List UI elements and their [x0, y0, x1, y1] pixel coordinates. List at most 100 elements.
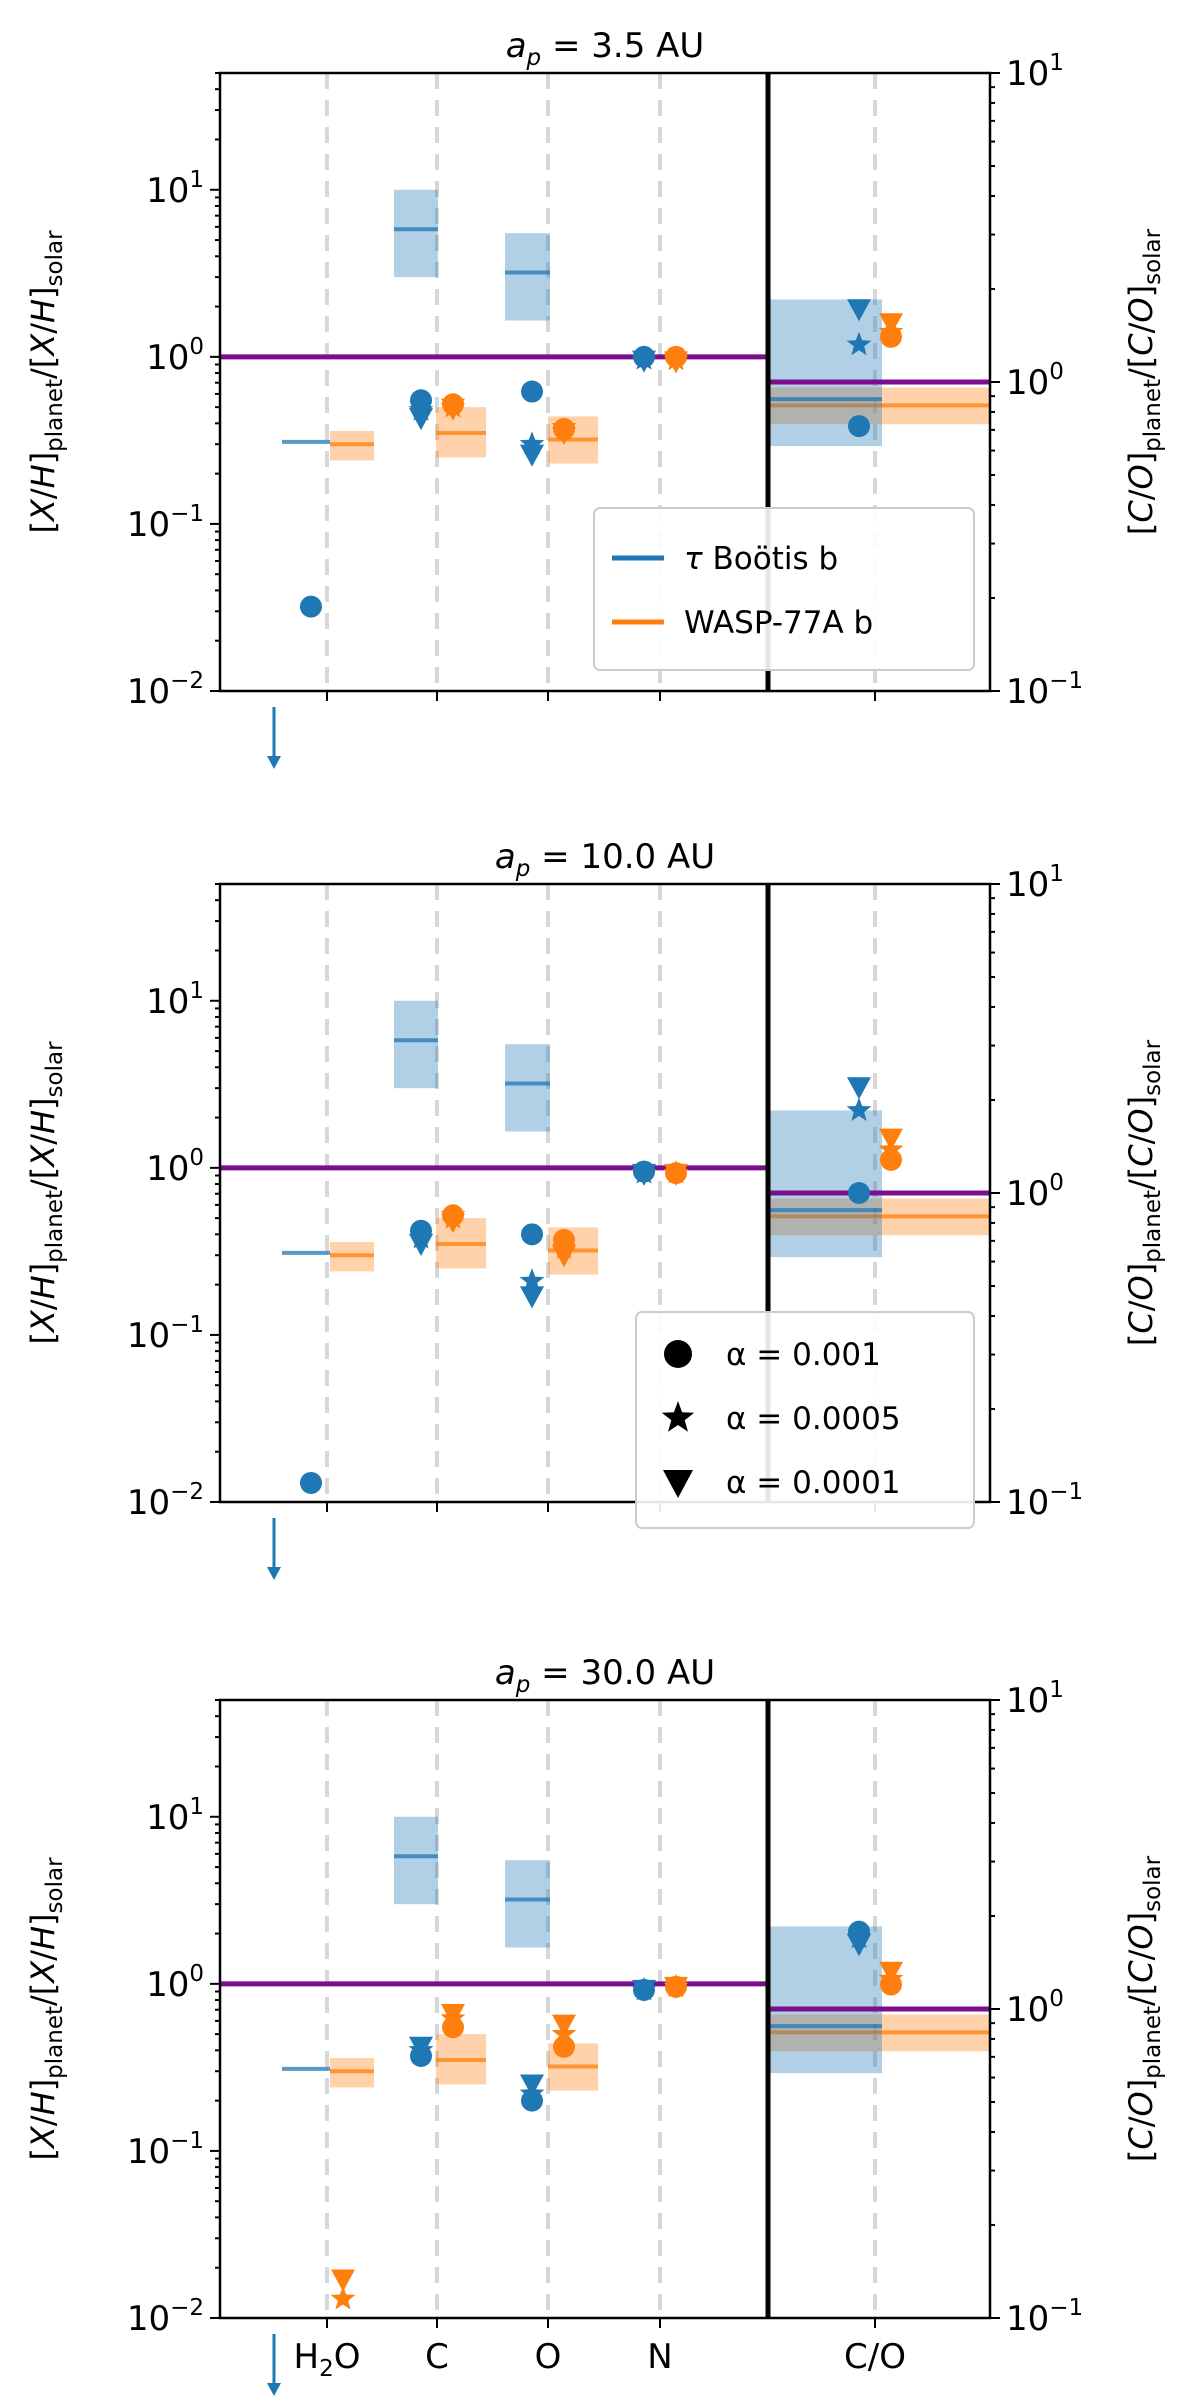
- tau-boo-co-obs-band: [768, 1926, 882, 2074]
- tau-boo-star-co-marker: [846, 1097, 872, 1121]
- left-axis-label: [X/H]planet/[X/H]solar: [24, 230, 68, 534]
- tau-boo-star-o-marker: [519, 1268, 545, 1292]
- left-tick-label: 10−2: [127, 2295, 204, 2339]
- right-tick-label: 10−1: [1006, 1479, 1083, 1523]
- wasp77-circle-co-marker: [880, 325, 902, 348]
- tau-boo-o-obs-band: [505, 233, 550, 321]
- panel-1: ap = 3.5 AU 10−2 10−1 100 101 10−1 100 101 [X/H]…: [24, 26, 1166, 769]
- tau-boo-circle-co-marker: [848, 1920, 870, 1943]
- legend-alpha: α = 0.001 α = 0.0005 α = 0.0001: [635, 1311, 975, 1529]
- wasp77-circle-c-marker: [442, 1204, 464, 1227]
- tau-boo-c-obs-band: [394, 1000, 438, 1089]
- wasp77-triangle-o-marker: [552, 1245, 576, 1268]
- legend-circle-marker: [664, 1340, 692, 1368]
- left-tick-label: 10−1: [127, 1312, 204, 1356]
- wasp77-circle-o-marker: [553, 2035, 575, 2058]
- tau-boo-circle-o-marker: [521, 2089, 543, 2112]
- wasp77-circle-c-marker: [442, 2016, 464, 2039]
- left-tick-label: 100: [146, 1961, 204, 2005]
- panel-2: ap = 10.0 AU 10−2 10−1 100 101 10−1 100 101 [X/H…: [24, 837, 1166, 1580]
- tau-boo-star-o-marker: [519, 431, 545, 455]
- legend-label: τ Boötis b: [684, 541, 838, 577]
- right-tick-label: 10−1: [1006, 2295, 1083, 2339]
- tau-boo-triangle-o-marker: [520, 1286, 544, 1309]
- wasp77-circle-co-marker: [880, 1148, 902, 1171]
- xtick-label-co: C/O: [844, 2337, 906, 2377]
- tau-boo-circle-h2o-marker: [300, 1471, 322, 1494]
- legend-planets: τ Boötis b WASP-77A b: [593, 507, 975, 671]
- tau-boo-triangle-c-marker: [409, 408, 433, 431]
- legend-triangle-marker: [663, 1470, 693, 1498]
- tau-boo-circle-c-marker: [410, 2044, 432, 2067]
- panel-3: ap = 30.0 AU 10−2 10−1 100 101 10−1 100 101 [X/H…: [24, 1653, 1166, 2396]
- right-tick-label: 100: [1006, 1986, 1064, 2030]
- tau-boo-triangle-co-marker: [847, 1077, 871, 1100]
- right-axis-label: [C/O]planet/[C/O]solar: [1122, 228, 1166, 535]
- tau-boo-circle-n-marker: [633, 1160, 655, 1183]
- left-tick-label: 101: [146, 978, 204, 1022]
- left-axis-label: [X/H]planet/[X/H]solar: [24, 1857, 68, 2161]
- right-tick-label: 101: [1006, 1677, 1064, 1721]
- xtick-label-o: O: [535, 2337, 562, 2377]
- tau-boo-circle-h2o-marker: [300, 595, 322, 618]
- legend-label: α = 0.0001: [726, 1465, 901, 1501]
- left-tick-label: 10−2: [127, 1479, 204, 1523]
- left-axis-label: [X/H]planet/[X/H]solar: [24, 1041, 68, 1345]
- panel-title: ap = 10.0 AU: [495, 837, 715, 882]
- legend-star-marker: [661, 1401, 695, 1432]
- left-tick-label: 101: [146, 167, 204, 211]
- xtick-label-h2o: H2O: [294, 2337, 361, 2382]
- right-tick-label: 101: [1006, 50, 1064, 94]
- tau-boo-circle-c-marker: [410, 1219, 432, 1242]
- right-tick-label: 10−1: [1006, 668, 1083, 712]
- legend-box: [635, 1311, 975, 1529]
- panel-title: ap = 3.5 AU: [506, 26, 705, 71]
- tau-boo-circle-o-marker: [521, 1223, 543, 1246]
- tau-boo-o-obs-band: [505, 1044, 550, 1132]
- wasp77-circle-co-marker: [880, 1973, 902, 1996]
- tau-boo-circle-o-marker: [521, 380, 543, 403]
- wasp77-circle-o-marker: [553, 417, 575, 440]
- tau-boo-circle-c-marker: [410, 389, 432, 412]
- wasp77-circle-n-marker: [665, 1162, 687, 1185]
- off-axis-arrow-head: [267, 2383, 281, 2396]
- legend-label: α = 0.0005: [726, 1401, 901, 1437]
- tau-boo-circle-co-marker: [848, 415, 870, 438]
- right-tick-label: 100: [1006, 1170, 1064, 1214]
- right-tick-label: 100: [1006, 359, 1064, 403]
- legend-box: [593, 507, 975, 671]
- xtick-label-c: C: [425, 2337, 449, 2377]
- right-axis-label: [C/O]planet/[C/O]solar: [1122, 1855, 1166, 2162]
- tau-boo-circle-co-marker: [848, 1182, 870, 1204]
- wasp77-circle-o-marker: [553, 1228, 575, 1251]
- tau-boo-star-co-marker: [846, 331, 872, 356]
- panel-title: ap = 30.0 AU: [495, 1653, 715, 1698]
- tau-boo-circle-n-marker: [633, 345, 655, 368]
- wasp77-star-co-marker: [878, 1136, 904, 1161]
- tau-boo-c-obs-band: [394, 1816, 438, 1905]
- left-tick-label: 100: [146, 1145, 204, 1189]
- x-axis-labels: H2O C O N C/O: [294, 2337, 906, 2382]
- left-tick-label: 101: [146, 1794, 204, 1838]
- left-tick-label: 10−1: [127, 501, 204, 545]
- off-axis-arrow-head: [267, 1567, 281, 1580]
- wasp77-circle-c-marker: [442, 393, 464, 416]
- wasp77-triangle-h2o-marker: [331, 2269, 355, 2292]
- wasp77-star-o-marker: [551, 2021, 577, 2045]
- left-tick-label: 10−1: [127, 2128, 204, 2172]
- legend-label: α = 0.001: [726, 1337, 881, 1373]
- left-tick-label: 100: [146, 334, 204, 378]
- left-tick-label: 10−2: [127, 668, 204, 712]
- off-axis-arrow-head: [267, 756, 281, 769]
- wasp77-circle-n-marker: [665, 1975, 687, 1998]
- xtick-label-n: N: [647, 2337, 672, 2377]
- tau-boo-triangle-co-marker: [847, 299, 871, 322]
- wasp77-star-h2o-marker: [330, 2286, 356, 2310]
- wasp77-circle-n-marker: [665, 345, 687, 368]
- tau-boo-circle-n-marker: [633, 1978, 655, 2001]
- legend-label: WASP-77A b: [684, 605, 873, 641]
- tau-boo-o-obs-band: [505, 1860, 550, 1948]
- tau-boo-c-obs-band: [394, 189, 438, 278]
- right-axis-label: [C/O]planet/[C/O]solar: [1122, 1039, 1166, 1346]
